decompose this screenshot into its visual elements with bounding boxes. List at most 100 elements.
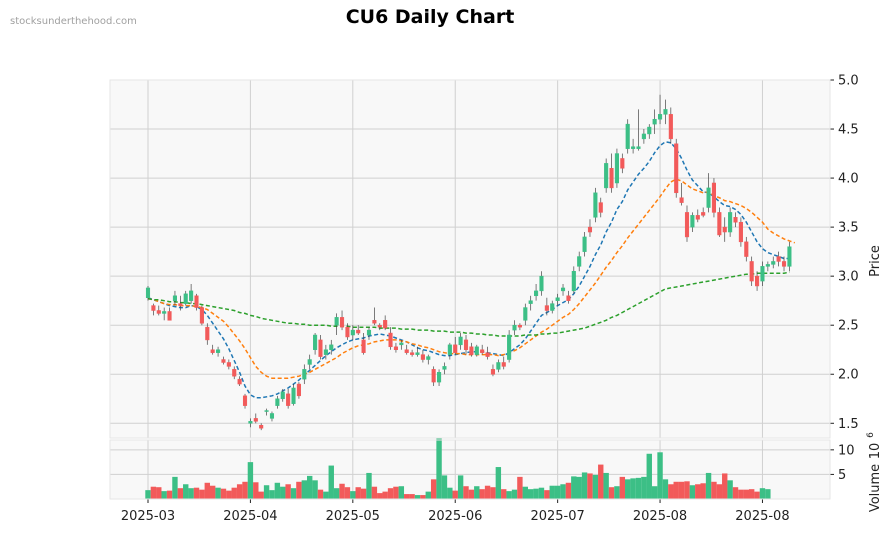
candle-body <box>205 326 210 341</box>
candle-body <box>172 295 177 301</box>
candle-body <box>717 212 722 236</box>
volume-bar <box>646 453 652 499</box>
volume-bar <box>425 491 431 499</box>
candle-body <box>280 391 285 400</box>
volume-bar <box>430 479 437 499</box>
volume-bar <box>635 477 642 499</box>
volume-bar <box>592 474 599 499</box>
volume-bar <box>323 491 329 499</box>
candle-body <box>237 378 242 385</box>
volume-exponent-power: 6 <box>866 432 876 438</box>
candle-body <box>668 114 673 140</box>
candle-body <box>259 424 264 429</box>
volume-bar <box>587 473 593 499</box>
candle-body <box>512 324 517 331</box>
volume-bar <box>344 487 351 499</box>
x-tick-label: 2025-04 <box>223 509 277 524</box>
candle-body <box>318 339 323 357</box>
candle-body <box>291 387 296 404</box>
price-tick-label: 2.0 <box>838 368 859 383</box>
candle-body <box>507 334 512 360</box>
candle-body <box>410 352 415 355</box>
volume-bar <box>263 485 270 499</box>
candle-body <box>329 344 334 350</box>
candle-body <box>226 362 231 367</box>
volume-bar <box>689 485 696 499</box>
candle-body <box>625 123 630 149</box>
candle-body <box>453 344 458 353</box>
price-tick-label: 4.0 <box>838 172 859 187</box>
volume-bar <box>678 481 685 499</box>
volume-bar <box>581 472 588 499</box>
candle-body <box>652 118 657 125</box>
candle-body <box>442 366 447 370</box>
candle-body <box>787 246 792 267</box>
volume-bar <box>533 488 539 499</box>
volume-bar <box>209 485 216 499</box>
candle-body <box>437 372 442 383</box>
candle-body <box>383 320 388 329</box>
volume-bar <box>452 490 458 499</box>
x-tick-label: 2025-08 <box>633 509 687 524</box>
candle-body <box>480 349 485 353</box>
volume-bar <box>387 488 394 499</box>
candle-body <box>420 354 425 360</box>
volume-bar <box>355 487 361 499</box>
volume-bar <box>215 487 221 499</box>
volume-bar <box>527 489 534 499</box>
volume-bar <box>544 490 550 499</box>
candle-body <box>690 215 695 228</box>
candle-body <box>194 295 199 308</box>
candle-body <box>728 212 733 233</box>
candle-body <box>771 261 776 265</box>
volume-bar <box>641 476 647 499</box>
volume-bar <box>608 487 615 499</box>
volume-bar <box>765 489 771 499</box>
candle-body <box>199 307 204 324</box>
volume-bar <box>371 486 378 499</box>
volume-bar <box>495 467 502 499</box>
candle-body <box>684 212 690 238</box>
volume-bar <box>743 489 749 499</box>
candle-body <box>242 395 248 406</box>
watermark: stocksunderthehood.com <box>10 16 137 27</box>
volume-bar <box>226 490 232 499</box>
volume-bar <box>560 484 566 499</box>
candle-body <box>614 153 619 184</box>
candle-body <box>760 266 765 282</box>
volume-bar <box>700 483 706 499</box>
volume-bar <box>204 482 210 499</box>
volume-bar <box>614 486 620 499</box>
candle-body <box>399 342 404 346</box>
volume-bar <box>150 486 157 499</box>
candle-body <box>555 297 560 301</box>
axes: 1.5 2.0 2.5 3.0 3.5 4.0 4.5 5.0 5 10 2025-03 2025-0… <box>109 74 859 524</box>
candle-body <box>178 303 183 306</box>
candle-body <box>145 287 151 298</box>
candle-body <box>447 344 452 355</box>
volume-bar <box>339 483 345 499</box>
candle-body <box>307 359 312 365</box>
volume-bar <box>490 487 496 499</box>
candle-body <box>571 271 576 292</box>
chart-title: CU6 Daily Chart <box>345 6 515 28</box>
candle-body <box>620 158 625 169</box>
candle-body <box>269 413 275 419</box>
volume-bar <box>382 491 388 499</box>
volume-bar <box>398 486 405 499</box>
volume-bar <box>166 490 173 499</box>
candle-body <box>738 221 743 243</box>
volume-exponent-base: 10 <box>868 443 883 460</box>
volume-bar <box>711 481 717 499</box>
candle-body <box>501 362 506 367</box>
volume-bar <box>247 462 254 499</box>
candle-body <box>609 168 614 189</box>
volume-bar <box>253 482 259 499</box>
volume-bar <box>404 494 410 499</box>
candle-body <box>264 410 269 412</box>
volume-tick-label: 5 <box>838 468 846 483</box>
volume-bar <box>565 482 572 499</box>
candle-body <box>631 146 636 149</box>
volume-bar <box>242 481 248 499</box>
